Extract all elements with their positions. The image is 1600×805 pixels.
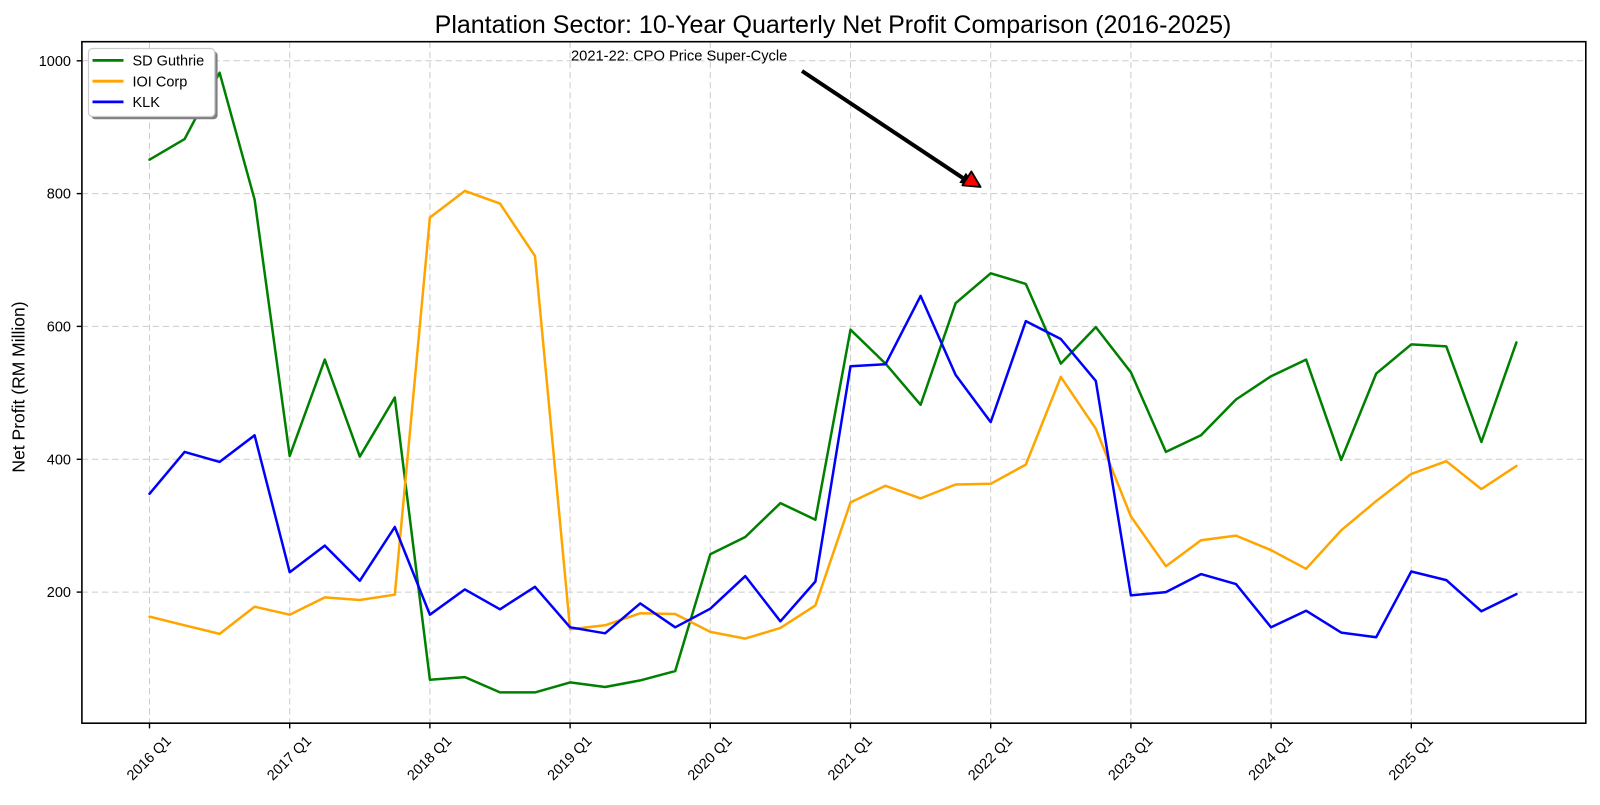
svg-text:1000: 1000 bbox=[39, 54, 71, 70]
svg-text:IOI Corp: IOI Corp bbox=[133, 74, 188, 90]
svg-text:KLK: KLK bbox=[133, 95, 161, 111]
svg-text:Net Profit (RM Million): Net Profit (RM Million) bbox=[9, 301, 29, 472]
svg-text:600: 600 bbox=[47, 319, 71, 335]
svg-text:200: 200 bbox=[47, 585, 71, 601]
svg-text:800: 800 bbox=[47, 187, 71, 203]
svg-text:SD Guthrie: SD Guthrie bbox=[133, 54, 205, 70]
svg-text:400: 400 bbox=[47, 452, 71, 468]
svg-text:Plantation Sector: 10-Year Qua: Plantation Sector: 10-Year Quarterly Net… bbox=[435, 11, 1232, 39]
svg-text:2021-22: CPO Price Super-Cycle: 2021-22: CPO Price Super-Cycle bbox=[571, 49, 787, 65]
